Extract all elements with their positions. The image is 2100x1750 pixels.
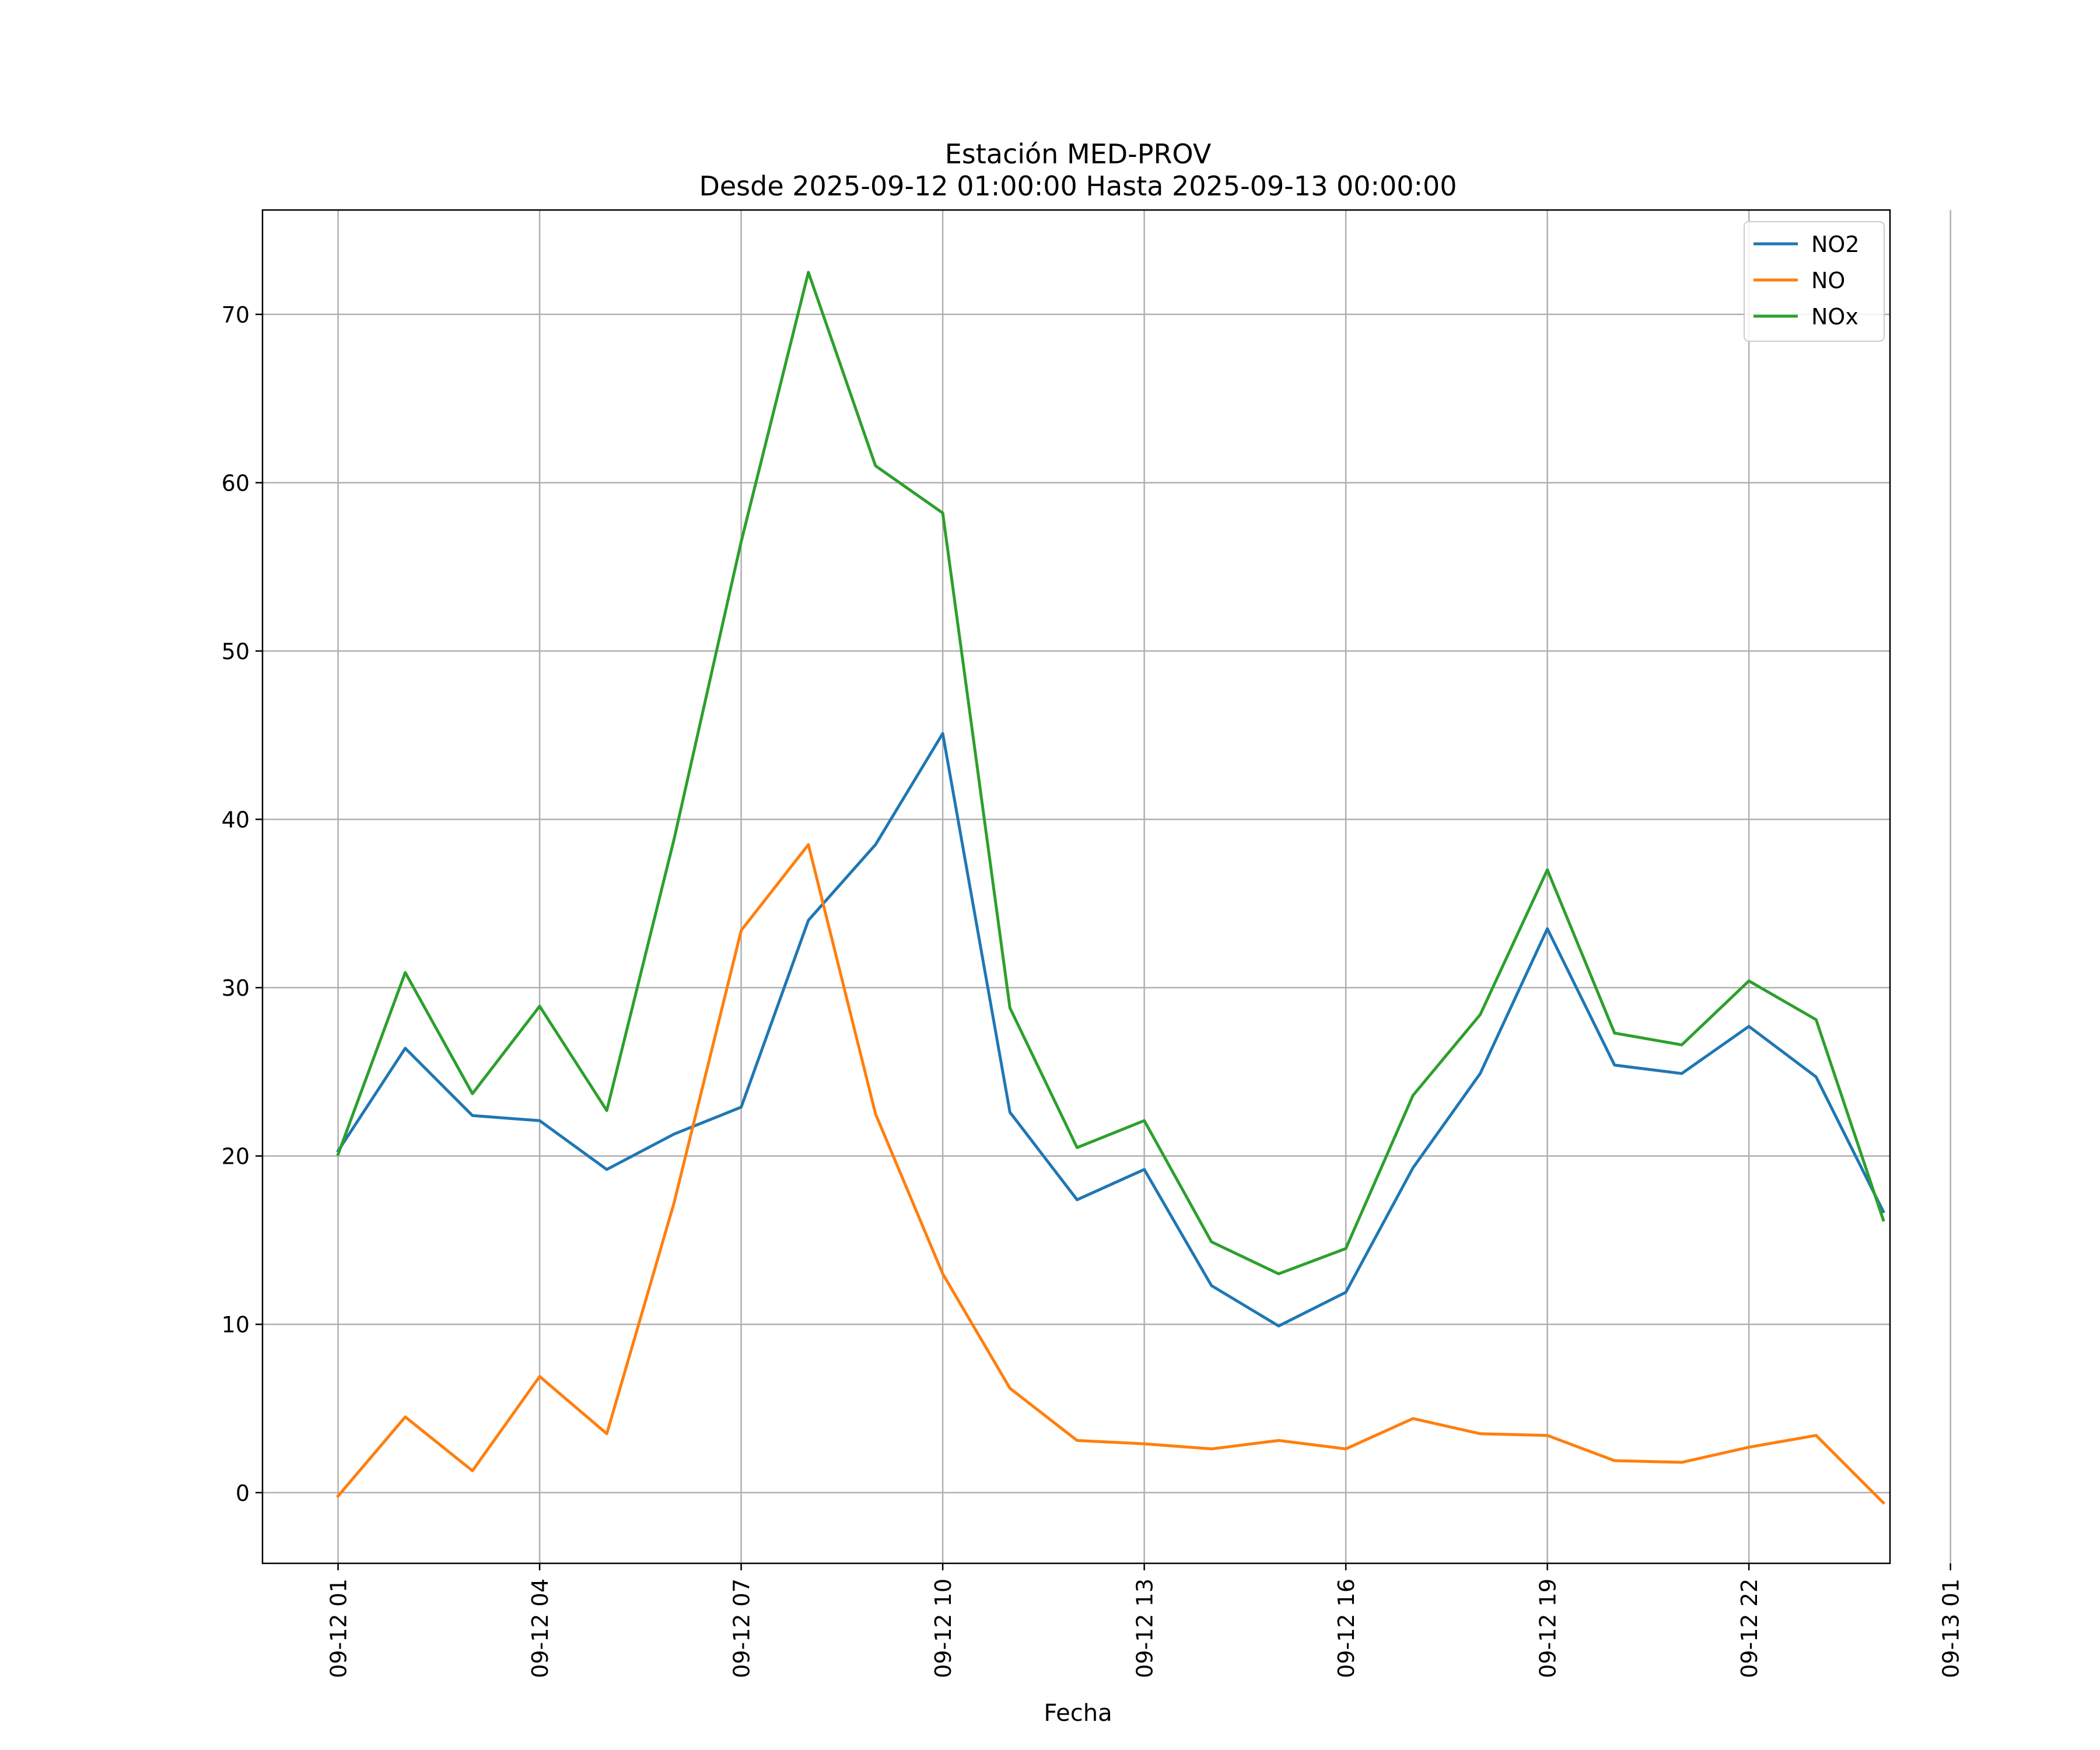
x-tick-label: 09-12 13 — [1132, 1578, 1158, 1678]
chart-title-line2: Desde 2025-09-12 01:00:00 Hasta 2025-09-… — [699, 170, 1457, 202]
y-tick-label: 70 — [222, 302, 250, 328]
x-tick-label: 09-12 16 — [1334, 1578, 1359, 1678]
y-axis: 0 10 20 30 40 50 60 70 — [222, 302, 262, 1506]
y-tick-label: 50 — [222, 639, 250, 664]
y-tick-label: 0 — [236, 1480, 250, 1506]
y-tick-label: 20 — [222, 1144, 250, 1170]
y-tick-label: 60 — [222, 470, 250, 496]
x-axis-label: Fecha — [1044, 1700, 1112, 1727]
plot-frame — [261, 209, 1891, 1564]
legend-label-no: NO — [1811, 268, 1845, 293]
grid — [262, 210, 1951, 1563]
y-tick-label: 40 — [222, 807, 250, 833]
legend-label-no2: NO2 — [1811, 232, 1860, 257]
chart-title-line1: Estación MED-PROV — [945, 138, 1212, 170]
x-tick-label: 09-13 01 — [1938, 1578, 1964, 1678]
legend-label-nox: NOx — [1811, 304, 1859, 330]
x-tick-label: 09-12 04 — [527, 1578, 553, 1678]
series-lines — [336, 271, 1886, 1505]
y-tick-label: 30 — [222, 975, 250, 1001]
x-tick-label: 09-12 19 — [1535, 1578, 1561, 1678]
legend-box — [1744, 221, 1885, 342]
x-tick-label: 09-12 22 — [1737, 1578, 1762, 1678]
y-tick-label: 10 — [222, 1312, 250, 1338]
series-line-no — [336, 843, 1886, 1505]
series-line-nox — [336, 271, 1885, 1276]
x-axis: 09-12 01 09-12 04 09-12 07 09-12 10 09-12 13… — [326, 1563, 1964, 1678]
legend: NO2 NO NOx — [1744, 221, 1885, 342]
x-tick-label: 09-12 10 — [930, 1578, 956, 1678]
series-line-no2 — [336, 732, 1885, 1328]
x-tick-label: 09-12 01 — [326, 1578, 352, 1678]
x-tick-label: 09-12 07 — [729, 1578, 755, 1678]
